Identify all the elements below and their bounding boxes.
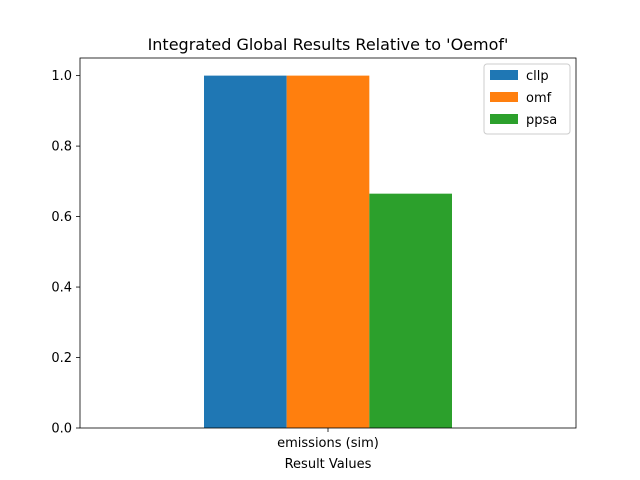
bar-cllp bbox=[204, 75, 287, 428]
plot-frame bbox=[79, 57, 577, 429]
bar-omf bbox=[286, 75, 370, 428]
y-tick-label: 0.8 bbox=[51, 140, 72, 155]
legend-swatch-ppsa bbox=[490, 114, 518, 124]
y-tick-label: 0.2 bbox=[51, 351, 72, 366]
bars-group bbox=[204, 75, 452, 428]
chart-title: Integrated Global Results Relative to 'O… bbox=[148, 35, 509, 54]
y-tick-label: 0.4 bbox=[51, 281, 72, 296]
legend-label-ppsa: ppsa bbox=[526, 113, 557, 128]
x-axis-label: Result Values bbox=[285, 457, 372, 472]
legend-label-omf: omf bbox=[526, 91, 552, 106]
y-axis: 0.0 0.2 0.4 0.6 0.8 1.0 bbox=[51, 69, 80, 437]
y-tick-label: 0.0 bbox=[51, 422, 72, 437]
legend-swatch-cllp bbox=[490, 70, 518, 80]
x-axis: emissions (sim) bbox=[277, 428, 379, 451]
legend-swatch-omf bbox=[490, 92, 518, 102]
legend: cllp omf ppsa bbox=[483, 63, 571, 135]
legend-label-cllp: cllp bbox=[526, 69, 549, 84]
x-tick-label: emissions (sim) bbox=[277, 436, 379, 451]
y-tick-label: 0.6 bbox=[51, 210, 72, 225]
y-tick-label: 1.0 bbox=[51, 69, 72, 84]
bar-ppsa bbox=[369, 193, 452, 428]
